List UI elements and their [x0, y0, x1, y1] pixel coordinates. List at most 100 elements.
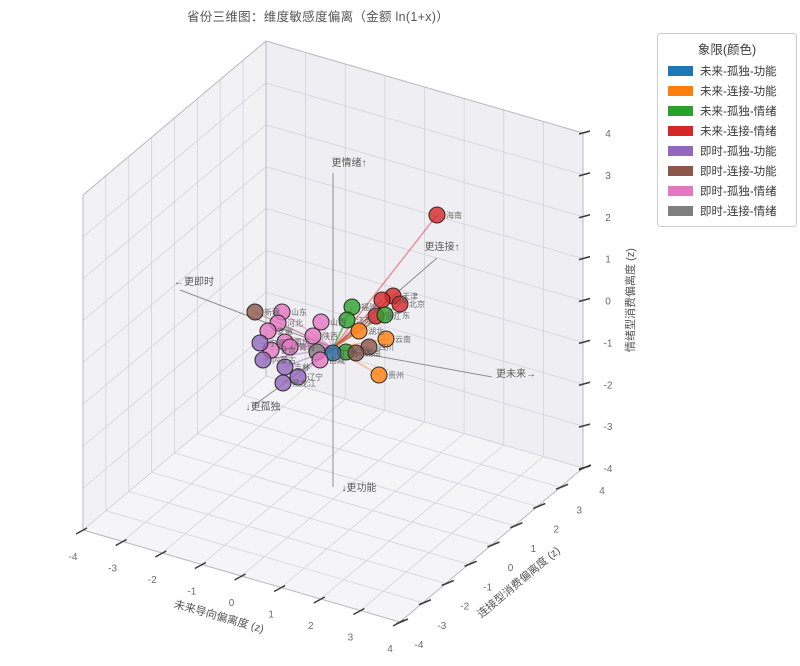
tick-label: 4 — [599, 486, 605, 497]
tick-label: 0 — [605, 297, 611, 308]
point-label-河南: 河南 — [326, 347, 342, 357]
legend-swatch-icon — [668, 186, 693, 196]
tick-label: 1 — [531, 544, 537, 555]
tick-label: -2 — [604, 380, 613, 391]
data-point-海南 — [428, 206, 446, 224]
tick-label: -3 — [437, 621, 446, 632]
tick-label: 2 — [308, 621, 314, 632]
point-label-广东: 广东 — [394, 310, 410, 320]
point-label-福建: 福建 — [361, 302, 377, 312]
annotation-4: ↓更孤独 — [246, 400, 281, 413]
data-point-云南 — [377, 330, 395, 348]
data-point-安徽 — [259, 322, 277, 340]
legend-item-1: 未来-连接-功能 — [658, 81, 796, 101]
tick-label: -1 — [187, 587, 196, 598]
chart-title: 省份三维图：维度敏感度偏离（金额 ln(1+x)） — [186, 10, 450, 24]
point-label-海南: 海南 — [446, 210, 462, 220]
legend-item-3: 未来-连接-情绪 — [658, 121, 796, 141]
point-label-浙江: 浙江 — [385, 311, 401, 321]
data-point-广东 — [376, 306, 394, 324]
legend-item-label: 未来-连接-功能 — [700, 86, 777, 98]
x-axis-title: 未来导向偏离度 (z) — [173, 597, 266, 636]
legend-box: 象限(颜色) 未来-孤独-功能 未来-连接-功能 未来-孤独-情绪 未来-连接-情绪即… — [657, 33, 797, 227]
point-label-重庆: 重庆 — [294, 337, 310, 347]
point-label-上海: 上海 — [391, 295, 407, 305]
point-label-陕西: 陕西 — [322, 331, 338, 341]
legend-swatch-icon — [668, 66, 693, 76]
legend-item-label: 未来-孤独-情绪 — [700, 106, 777, 118]
tick-label: -2 — [460, 602, 469, 613]
data-point-江苏 — [338, 311, 356, 329]
legend-swatch-icon — [668, 106, 693, 116]
point-label-新疆: 新疆 — [264, 307, 280, 317]
point-label-湖南: 湖南 — [365, 348, 381, 358]
point-label-甘肃: 甘肃 — [280, 345, 296, 355]
tick-label: -3 — [604, 422, 613, 433]
point-label-湖北: 湖北 — [368, 327, 384, 336]
legend-item-label: 即时-连接-情绪 — [700, 206, 777, 218]
point-label-四川: 四川 — [378, 343, 394, 352]
legend-swatch-icon — [668, 86, 693, 96]
tick-label: 3 — [348, 633, 354, 644]
tick-label: 4 — [605, 129, 611, 140]
point-label-河北: 河北 — [287, 318, 303, 328]
data-point-辽宁 — [289, 368, 307, 386]
data-point-贵州 — [370, 366, 388, 384]
point-label-广西: 广西 — [342, 348, 358, 358]
point-label-北京: 北京 — [409, 299, 425, 309]
point-label-江苏: 江苏 — [356, 315, 372, 325]
stem-新疆 — [254, 311, 334, 349]
tick-label: -1 — [483, 582, 492, 593]
point-label-辽宁: 辽宁 — [307, 372, 323, 382]
tick-label: -4 — [69, 552, 78, 563]
tick-label: -2 — [148, 575, 157, 586]
legend-title: 象限(颜色) — [697, 43, 757, 57]
data-point-湖北 — [350, 322, 368, 340]
data-point-新疆 — [246, 303, 264, 321]
legend-item-label: 未来-连接-情绪 — [700, 126, 777, 138]
data-point-黑龙江 — [274, 374, 292, 392]
legend-items: 未来-孤独-功能 未来-连接-功能 未来-孤独-情绪 未来-连接-情绪即时-孤独-功能… — [658, 61, 796, 221]
tick-label: 0 — [508, 563, 514, 574]
axis-ticks: -4 -3 -2 -1 0 1 2 3 4 -4 -3 -2 -1 0 1 2 3 4 -4 -3 -2 -1 0 1 2 3 4 — [69, 129, 613, 655]
z-axis-title: 情绪型消费偏离度 (z) — [623, 248, 637, 352]
annotation-5: ↓更功能 — [342, 481, 377, 494]
tick-label: 4 — [387, 644, 393, 655]
legend-item-6: 即时-孤独-情绪 — [658, 181, 796, 201]
point-label-青海: 青海 — [299, 342, 315, 352]
tick-label: -4 — [604, 464, 613, 475]
annotation-3: 更未来→ — [496, 368, 536, 380]
legend-swatch-icon — [668, 146, 693, 156]
legend-item-7: 即时-连接-情绪 — [658, 201, 796, 221]
stem-安徽 — [267, 330, 334, 349]
point-label-贵州: 贵州 — [388, 370, 404, 380]
tick-label: 0 — [229, 598, 235, 609]
point-label-内蒙古: 内蒙古 — [272, 355, 296, 365]
point-label-安徽: 安徽 — [277, 326, 293, 336]
scatter-points — [246, 206, 446, 392]
tick-label: 3 — [605, 171, 611, 182]
data-point-内蒙古 — [254, 351, 272, 369]
tick-label: 2 — [553, 525, 559, 536]
annotation-1: 更连接↑ — [425, 240, 460, 253]
point-label-宁夏: 宁夏 — [269, 338, 285, 348]
data-point-宁夏 — [251, 334, 269, 352]
point-label-吉林: 吉林 — [294, 362, 310, 372]
tick-label: -1 — [604, 338, 613, 349]
legend-item-4: 即时-孤独-功能 — [658, 141, 796, 161]
legend-swatch-icon — [668, 126, 693, 136]
data-point-山西 — [312, 313, 330, 331]
legend-item-label: 即时-连接-功能 — [700, 166, 777, 178]
tick-label: -3 — [108, 564, 117, 575]
point-label-山东: 山东 — [291, 307, 307, 317]
data-point-北京 — [391, 295, 409, 313]
point-label-天津: 天津 — [402, 291, 418, 301]
legend-item-5: 即时-连接-功能 — [658, 161, 796, 181]
legend-item-label: 未来-孤独-功能 — [700, 66, 777, 78]
tick-label: 1 — [268, 610, 274, 621]
tick-label: 1 — [605, 255, 611, 266]
tick-label: 2 — [605, 213, 611, 224]
